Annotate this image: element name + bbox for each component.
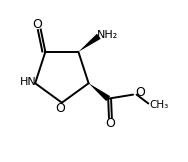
Text: HN: HN — [20, 77, 36, 87]
Text: CH₃: CH₃ — [150, 100, 169, 110]
Text: O: O — [105, 117, 115, 130]
Polygon shape — [89, 83, 110, 101]
Text: O: O — [135, 86, 145, 99]
Text: NH₂: NH₂ — [97, 30, 118, 40]
Polygon shape — [78, 34, 101, 52]
Text: O: O — [55, 102, 65, 115]
Text: O: O — [32, 18, 42, 31]
